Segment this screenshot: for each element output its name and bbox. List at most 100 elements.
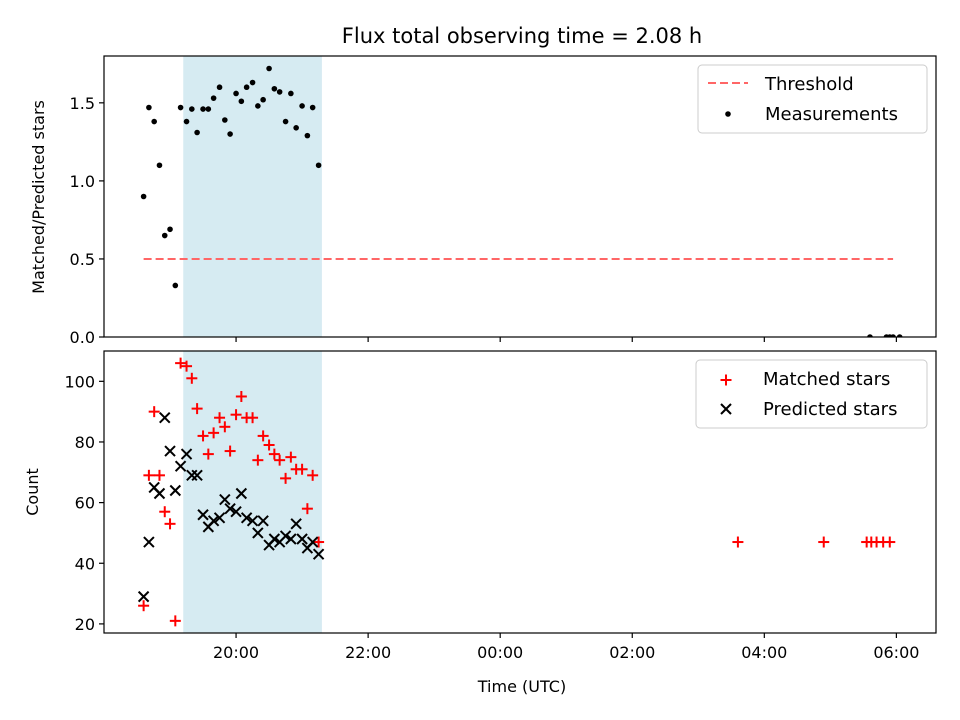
- matched-star-point: [732, 536, 744, 548]
- matched-star-point: [274, 454, 286, 466]
- bottom-ytick-label: 80: [75, 433, 95, 452]
- x-axis-label: Time (UTC): [477, 677, 566, 696]
- predicted-star-point: [180, 448, 193, 460]
- predicted-star-point: [268, 533, 281, 545]
- measurement-point: [140, 193, 147, 200]
- predicted-star-point: [252, 527, 264, 539]
- measurement-point: [183, 118, 190, 125]
- predicted-star-point: [197, 509, 209, 521]
- bottom-ytick-label: 40: [75, 554, 95, 573]
- predicted-star-point: [153, 487, 166, 500]
- matched-star-point: [307, 469, 319, 481]
- legend-predicted-label: Predicted stars: [763, 399, 897, 420]
- predicted-star-point: [137, 590, 150, 603]
- top-ytick-label: 1.5: [70, 94, 95, 113]
- measurement-point: [249, 79, 256, 86]
- bottom-ytick-label: 100: [64, 372, 95, 391]
- matched-star-point: [202, 448, 214, 460]
- predicted-star-point: [164, 445, 176, 457]
- matched-star-point: [230, 409, 242, 421]
- measurement-point: [309, 104, 316, 111]
- matched-star-point: [235, 390, 247, 402]
- bottom-shaded-span: [183, 351, 322, 633]
- predicted-star-point: [296, 533, 308, 545]
- measurement-point: [233, 90, 239, 97]
- predicted-star-point: [191, 469, 203, 482]
- matched-star-point: [164, 518, 176, 530]
- matched-star-point: [169, 615, 181, 627]
- measurement-point: [282, 118, 289, 125]
- bottom-panel: 20 40 60 80 100 20:00 22:00 00:00 02:00 04:00 06:0…: [64, 350, 937, 662]
- measurement-point: [167, 226, 173, 233]
- top-panel: 0.0 0.5 1.0 1.5 Threshold Measurements: [70, 55, 937, 347]
- predicted-star-point: [240, 512, 253, 524]
- predicted-star-point: [224, 502, 236, 515]
- bottom-legend: Matched stars Predicted stars: [695, 359, 928, 429]
- matched-star-point: [181, 360, 193, 372]
- bottom-plot-area: [137, 351, 896, 633]
- legend-box: [695, 359, 928, 429]
- predicted-star-point: [169, 484, 182, 497]
- measurement-point: [200, 106, 206, 112]
- measurement-point: [156, 162, 163, 169]
- measurement-point: [177, 104, 184, 111]
- matched-star-point: [301, 503, 313, 515]
- matched-star-point: [186, 372, 198, 384]
- legend-predicted-swatch: [720, 403, 732, 415]
- legend-box: [697, 64, 928, 134]
- matched-star-point: [219, 421, 231, 433]
- predicted-star-point: [174, 460, 187, 472]
- measurement-point: [243, 84, 250, 91]
- top-ytick-label: 0.0: [70, 328, 95, 347]
- predicted-star-point: [290, 518, 302, 530]
- predicted-star-point: [285, 533, 297, 545]
- matched-star-point: [208, 427, 220, 439]
- predicted-star-point: [246, 515, 259, 527]
- measurement-point: [260, 96, 266, 103]
- bottom-xtick-label: 06:00: [873, 643, 919, 662]
- top-ylabel: Matched/Predicted stars: [29, 100, 48, 294]
- chart-title: Flux total observing time = 2.08 h: [342, 24, 702, 48]
- measurement-point: [315, 162, 322, 169]
- bottom-ytick-label: 60: [75, 494, 95, 513]
- measurement-point: [222, 117, 228, 123]
- bottom-xtick-label: 20:00: [213, 643, 259, 662]
- top-ytick-label: 0.5: [70, 250, 95, 269]
- bottom-xtick-label: 02:00: [609, 643, 655, 662]
- predicted-star-point: [279, 530, 292, 542]
- matched-star-point: [313, 536, 325, 548]
- matched-star-point: [296, 463, 308, 475]
- measurement-point: [151, 118, 157, 125]
- matched-star-point: [285, 451, 297, 463]
- measurement-point: [210, 95, 217, 101]
- measurement-point: [216, 84, 223, 91]
- matched-star-point: [257, 430, 269, 442]
- predicted-star-point: [219, 493, 231, 506]
- measurement-point: [194, 129, 200, 136]
- predicted-star-point: [235, 487, 248, 500]
- measurement-point: [238, 98, 245, 105]
- measurement-point: [227, 131, 233, 137]
- measurement-point: [255, 103, 261, 109]
- predicted-star-point: [213, 512, 226, 524]
- top-ytick-label: 1.0: [70, 172, 95, 191]
- matched-star-point: [268, 448, 280, 460]
- measurement-point: [161, 232, 168, 239]
- measurement-point: [189, 106, 195, 112]
- legend-threshold-label: Threshold: [764, 74, 854, 95]
- matched-star-point: [252, 454, 264, 466]
- bottom-xtick-label: 04:00: [741, 643, 787, 662]
- legend-matched-label: Matched stars: [763, 369, 890, 390]
- matched-star-point: [153, 469, 165, 481]
- legend-measurement-swatch: [725, 111, 731, 117]
- measurement-point: [867, 334, 873, 337]
- matched-star-point: [191, 403, 203, 415]
- measurement-point: [890, 334, 896, 337]
- predicted-star-point: [306, 536, 319, 548]
- bottom-xtick-label: 22:00: [345, 643, 391, 662]
- matched-star-point: [884, 536, 896, 548]
- matched-star-point: [143, 469, 155, 481]
- matched-star-point: [247, 412, 259, 424]
- measurement-point: [266, 65, 272, 72]
- measurement-point: [172, 282, 179, 289]
